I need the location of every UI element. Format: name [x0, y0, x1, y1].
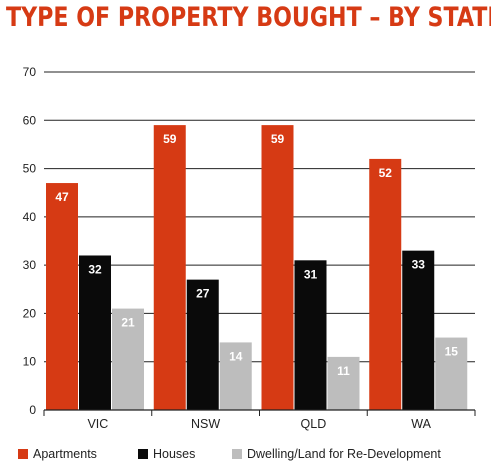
- y-tick-label-20: 20: [23, 306, 37, 320]
- bar-vic-0: [46, 183, 78, 410]
- legend-swatch-1: [138, 449, 148, 459]
- bar-nsw-1: [186, 279, 219, 410]
- y-tick-label-60: 60: [23, 113, 37, 127]
- bar-wa-2: [435, 337, 468, 410]
- legend-swatch-2: [232, 449, 242, 459]
- legend-label-2: Dwelling/Land for Re-Development: [247, 447, 441, 461]
- data-label-wa-2: 15: [445, 345, 459, 359]
- data-label-vic-1: 32: [88, 262, 102, 276]
- y-tick-label-70: 70: [23, 65, 37, 79]
- y-axis: 0 10 20 30 40 50 60 70: [23, 65, 37, 417]
- x-category-label-wa: WA: [411, 417, 431, 431]
- bar-wa-1: [402, 250, 435, 410]
- y-tick-label-0: 0: [29, 403, 36, 417]
- legend-label-1: Houses: [153, 447, 195, 461]
- y-tick-label-30: 30: [23, 258, 37, 272]
- bar-qld-2: [327, 356, 360, 410]
- legend: Apartments Houses Dwelling/Land for Re-Dev…: [18, 447, 441, 461]
- x-axis: VIC NSW QLD WA: [43, 409, 476, 431]
- data-label-nsw-1: 27: [196, 287, 210, 301]
- legend-swatch-0: [18, 449, 28, 459]
- data-label-nsw-0: 59: [163, 132, 177, 146]
- data-label-qld-0: 59: [271, 132, 285, 146]
- chart-title: TYPE OF PROPERTY BOUGHT – BY STATE: [6, 2, 491, 33]
- bar-nsw-0: [153, 125, 186, 410]
- data-labels: 47 32 21 59 27 14 59 31 11 52 33 15: [55, 132, 458, 378]
- data-label-vic-0: 47: [55, 190, 69, 204]
- data-label-wa-1: 33: [412, 258, 426, 272]
- bar-qld-1: [294, 260, 327, 410]
- data-label-wa-0: 52: [379, 166, 393, 180]
- data-label-qld-2: 11: [337, 364, 350, 378]
- x-category-label-qld: QLD: [301, 417, 327, 431]
- data-label-nsw-2: 14: [229, 349, 243, 363]
- bar-wa-0: [369, 158, 402, 410]
- bar-vic-2: [112, 308, 144, 410]
- y-tick-label-40: 40: [23, 210, 37, 224]
- bar-vic-1: [79, 255, 111, 410]
- bars: [46, 125, 468, 410]
- x-category-label-nsw: NSW: [191, 417, 220, 431]
- x-category-label-vic: VIC: [87, 417, 108, 431]
- y-tick-label-50: 50: [23, 162, 37, 176]
- bar-nsw-2: [219, 342, 252, 410]
- data-label-qld-1: 31: [304, 267, 318, 281]
- bar-qld-0: [261, 125, 294, 410]
- data-label-vic-2: 21: [121, 316, 135, 330]
- legend-label-0: Apartments: [33, 447, 97, 461]
- y-tick-label-10: 10: [23, 355, 37, 369]
